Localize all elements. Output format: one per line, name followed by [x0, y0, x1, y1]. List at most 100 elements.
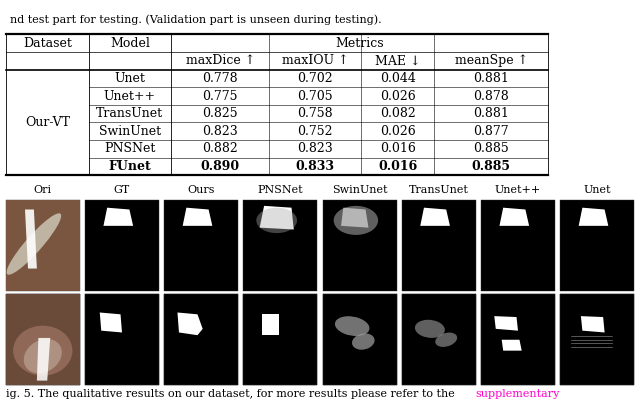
Polygon shape — [502, 340, 522, 351]
Polygon shape — [37, 335, 52, 381]
Text: Unet: Unet — [584, 185, 611, 195]
Text: 0.881: 0.881 — [473, 107, 509, 120]
Text: Ours: Ours — [188, 185, 215, 195]
Ellipse shape — [24, 339, 62, 373]
Text: 0.833: 0.833 — [296, 160, 335, 173]
Ellipse shape — [20, 333, 66, 374]
Polygon shape — [579, 208, 608, 226]
Text: GT: GT — [114, 185, 130, 195]
Polygon shape — [494, 316, 518, 330]
Ellipse shape — [352, 333, 374, 350]
Bar — [85, 200, 159, 291]
Bar — [402, 200, 476, 291]
Text: 0.885: 0.885 — [473, 142, 509, 155]
Text: Our-VT: Our-VT — [25, 116, 70, 129]
Text: PNSNet: PNSNet — [257, 185, 303, 195]
Text: 0.758: 0.758 — [298, 107, 333, 120]
Text: 0.877: 0.877 — [473, 125, 509, 138]
Ellipse shape — [435, 333, 457, 347]
Text: 0.885: 0.885 — [472, 160, 511, 173]
Text: 0.878: 0.878 — [473, 90, 509, 103]
Polygon shape — [262, 314, 279, 335]
Bar — [402, 294, 476, 385]
Text: nd test part for testing. (Validation part is unseen during testing).: nd test part for testing. (Validation pa… — [10, 15, 381, 25]
Text: 0.825: 0.825 — [202, 107, 238, 120]
Text: ig. 5. The qualitative results on our dataset, for more results please refer to : ig. 5. The qualitative results on our da… — [6, 389, 459, 399]
Text: maxIOU ↑: maxIOU ↑ — [282, 54, 349, 67]
Polygon shape — [37, 338, 50, 381]
Text: SwinUnet: SwinUnet — [332, 185, 387, 195]
Bar — [402, 294, 476, 385]
Text: 0.823: 0.823 — [202, 125, 238, 138]
Bar — [6, 200, 80, 291]
Bar — [481, 294, 555, 385]
Bar — [323, 200, 397, 291]
Text: 0.026: 0.026 — [380, 90, 415, 103]
Bar — [243, 294, 317, 385]
Bar — [560, 294, 634, 385]
Text: PNSNet: PNSNet — [104, 142, 156, 155]
Polygon shape — [499, 208, 529, 226]
Text: 0.016: 0.016 — [380, 142, 415, 155]
Bar — [164, 294, 238, 385]
Text: Unet++: Unet++ — [495, 185, 541, 195]
Polygon shape — [25, 210, 37, 269]
Text: supplementary: supplementary — [476, 389, 559, 399]
Text: Dataset: Dataset — [23, 37, 72, 50]
Polygon shape — [260, 206, 294, 230]
Bar — [85, 294, 159, 385]
Text: meanSpe ↑: meanSpe ↑ — [454, 54, 527, 67]
Polygon shape — [104, 208, 133, 226]
Text: 0.044: 0.044 — [380, 72, 415, 85]
Text: Model: Model — [110, 37, 150, 50]
Text: 0.882: 0.882 — [202, 142, 238, 155]
Polygon shape — [341, 208, 369, 228]
Text: maxDice ↑: maxDice ↑ — [186, 54, 255, 67]
Text: 0.881: 0.881 — [473, 72, 509, 85]
Text: 0.823: 0.823 — [298, 142, 333, 155]
Text: MAE ↓: MAE ↓ — [375, 54, 420, 67]
Ellipse shape — [415, 320, 445, 338]
Text: 0.082: 0.082 — [380, 107, 415, 120]
Ellipse shape — [333, 206, 378, 235]
Text: 0.775: 0.775 — [202, 90, 238, 103]
Polygon shape — [100, 313, 122, 333]
Ellipse shape — [13, 326, 72, 376]
Bar — [6, 200, 80, 291]
Polygon shape — [182, 208, 212, 226]
Bar — [6, 294, 80, 385]
Text: TransUnet: TransUnet — [409, 185, 468, 195]
Bar — [560, 294, 634, 385]
Text: Unet++: Unet++ — [104, 90, 156, 103]
Bar — [6, 294, 80, 385]
Bar — [164, 294, 238, 385]
Text: 0.026: 0.026 — [380, 125, 415, 138]
Polygon shape — [177, 313, 203, 335]
Bar — [323, 294, 397, 385]
Bar — [481, 294, 555, 385]
Text: SwinUnet: SwinUnet — [99, 125, 161, 138]
Polygon shape — [581, 316, 605, 333]
Bar — [243, 200, 317, 291]
Text: 0.752: 0.752 — [298, 125, 333, 138]
Text: TransUnet: TransUnet — [97, 107, 163, 120]
Ellipse shape — [256, 208, 297, 233]
Text: 0.705: 0.705 — [298, 90, 333, 103]
Text: 0.778: 0.778 — [202, 72, 238, 85]
Text: 0.890: 0.890 — [201, 160, 240, 173]
Ellipse shape — [335, 316, 369, 336]
Ellipse shape — [12, 322, 74, 376]
Text: Ori: Ori — [34, 185, 52, 195]
Text: Unet: Unet — [115, 72, 145, 85]
Text: 0.702: 0.702 — [298, 72, 333, 85]
Polygon shape — [420, 208, 450, 226]
Bar — [481, 200, 555, 291]
Text: FUnet: FUnet — [109, 160, 151, 173]
Text: 0.016: 0.016 — [378, 160, 417, 173]
Bar — [6, 294, 80, 385]
Bar — [85, 294, 159, 385]
Bar — [164, 200, 238, 291]
Ellipse shape — [6, 213, 61, 275]
Bar — [560, 200, 634, 291]
Text: Metrics: Metrics — [335, 37, 384, 50]
